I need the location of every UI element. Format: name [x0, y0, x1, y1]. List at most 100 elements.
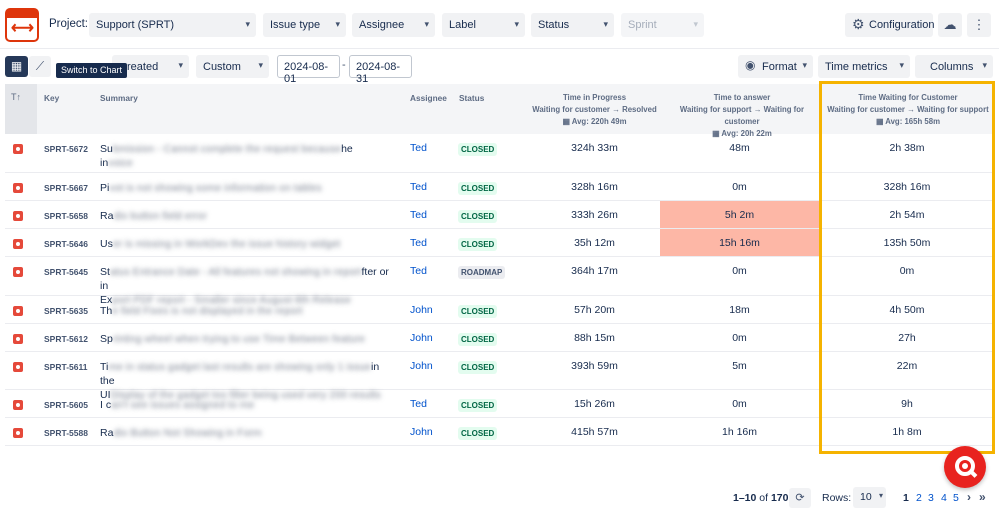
summary-text: Pi: [100, 182, 110, 194]
header-status[interactable]: Status: [459, 93, 485, 103]
issue-summary[interactable]: Time in status gadget last results are s…: [100, 360, 390, 402]
table-row[interactable]: SPRT-5667 Pivot is not showing some infor…: [5, 173, 994, 201]
configuration-button[interactable]: ⚙ Configuration: [845, 13, 934, 37]
assignee-link[interactable]: Ted: [410, 398, 427, 410]
issue-summary[interactable]: Radio Button Not Showing in Form: [100, 426, 390, 440]
header-metric-time-waiting-for-customer[interactable]: Time Waiting for Customer Waiting for cu…: [826, 92, 990, 128]
issue-key[interactable]: SPRT-5667: [44, 183, 88, 193]
metric-time-to-answer: 0m: [732, 398, 747, 410]
summary-text: I c: [100, 399, 112, 411]
help-chat-button[interactable]: [944, 446, 986, 488]
cloud-download-button[interactable]: ☁: [938, 13, 962, 37]
assignee-link[interactable]: Ted: [410, 209, 427, 221]
assignee-link[interactable]: John: [410, 360, 433, 372]
metric-average-value: Avg: 20h 22m: [721, 129, 772, 138]
header-metric-time-in-progress[interactable]: Time in Progress Waiting for customer → …: [522, 92, 667, 128]
issue-summary[interactable]: Radio button field error: [100, 209, 390, 223]
issue-summary[interactable]: I can't see issues assigned to me: [100, 398, 390, 412]
columns-label: Columns: [930, 61, 974, 73]
grid-view-button[interactable]: ▦: [5, 56, 28, 77]
chevron-down-icon: ▾: [802, 60, 807, 70]
issue-key[interactable]: SPRT-5612: [44, 334, 88, 344]
assignee-link[interactable]: John: [410, 332, 433, 344]
summary-text: Ti: [100, 361, 109, 373]
bug-icon: [13, 428, 23, 438]
chevron-down-icon: ▾: [603, 19, 608, 29]
help-icon: [955, 456, 975, 476]
table-row[interactable]: SPRT-5612 Sprinting wheel when trying to …: [5, 324, 994, 352]
assignee-link[interactable]: Ted: [410, 237, 427, 249]
refresh-button[interactable]: ⟳: [789, 488, 811, 508]
metric-time-in-progress: 333h 26m: [571, 209, 618, 221]
metric-time-waiting-for-customer: 27h: [898, 332, 916, 344]
assignee-select[interactable]: Assignee ▾: [352, 13, 435, 37]
summary-blurred-text: me in status gadget last results are sho…: [108, 361, 371, 373]
table-row[interactable]: SPRT-5635 The field Fixes is not displaye…: [5, 296, 994, 324]
summary-text: Us: [100, 238, 113, 250]
header-assignee[interactable]: Assignee: [410, 93, 447, 103]
issue-summary[interactable]: Pivot is not showing some information on…: [100, 181, 390, 195]
metric-subtitle: Waiting for customer → Waiting for suppo…: [827, 105, 989, 114]
gear-icon: ⚙: [852, 16, 865, 32]
issue-key[interactable]: SPRT-5611: [44, 362, 88, 372]
bug-icon: [13, 239, 23, 249]
issue-key[interactable]: SPRT-5658: [44, 211, 88, 221]
metric-time-waiting-for-customer: 328h 16m: [883, 181, 931, 193]
issue-key[interactable]: SPRT-5605: [44, 400, 88, 410]
table-row[interactable]: SPRT-5658 Radio button field error Ted CLOS…: [5, 201, 994, 229]
time-metrics-button[interactable]: Time metrics ▾: [818, 55, 910, 78]
sort-column-header[interactable]: T↑: [5, 84, 37, 134]
page-1[interactable]: 1: [903, 492, 909, 504]
table-row[interactable]: SPRT-5588 Radio Button Not Showing in For…: [5, 418, 994, 446]
page-4[interactable]: 4: [941, 492, 947, 504]
last-page-button[interactable]: »: [979, 490, 986, 504]
table-row[interactable]: SPRT-5611 Time in status gadget last resu…: [5, 352, 994, 401]
table-row[interactable]: SPRT-5672 Submission - Cannot complete th…: [5, 134, 994, 173]
columns-button[interactable]: Columns ▾: [915, 55, 993, 78]
bug-icon: [13, 400, 23, 410]
issue-key[interactable]: SPRT-5635: [44, 306, 88, 316]
date-from-input[interactable]: 2024-08-01: [277, 55, 340, 85]
metric-title: Time Waiting for Customer: [858, 93, 958, 102]
more-options-button[interactable]: ⋮: [967, 13, 991, 37]
metric-time-waiting-for-customer: 2h 38m: [889, 142, 925, 154]
format-button[interactable]: ◉ Format ▾: [738, 55, 813, 78]
label-select[interactable]: Label ▾: [442, 13, 525, 37]
issue-key[interactable]: SPRT-5672: [44, 144, 88, 154]
page-5[interactable]: 5: [953, 492, 959, 504]
metric-time-in-progress: 328h 16m: [571, 181, 618, 193]
date-mode-select[interactable]: Custom ▾: [196, 55, 269, 78]
issue-type-select[interactable]: Issue type ▾: [263, 13, 346, 37]
issue-key[interactable]: SPRT-5588: [44, 428, 88, 438]
status-badge: ROADMAP: [458, 266, 506, 279]
header-key[interactable]: Key: [44, 93, 60, 103]
chart-view-button[interactable]: ⟋: [29, 56, 51, 77]
issue-summary[interactable]: Submission - Cannot complete the request…: [100, 142, 390, 170]
assignee-link[interactable]: Ted: [410, 265, 427, 277]
assignee-link[interactable]: Ted: [410, 142, 427, 154]
status-select[interactable]: Status ▾: [531, 13, 614, 37]
date-to-input[interactable]: 2024-08-31: [349, 55, 412, 85]
assignee-link[interactable]: John: [410, 426, 433, 438]
assignee-link[interactable]: Ted: [410, 181, 427, 193]
date-field-select[interactable]: reated ▾: [112, 55, 189, 78]
next-page-button[interactable]: ›: [967, 490, 971, 504]
page-3[interactable]: 3: [928, 492, 934, 504]
table-row[interactable]: SPRT-5645 Status Entrance Date - All feat…: [5, 257, 994, 306]
metric-time-waiting-for-customer: 9h: [901, 398, 913, 410]
issue-summary[interactable]: The field Fixes is not displayed in the …: [100, 304, 390, 318]
rows-per-page-select[interactable]: 10 ▾: [853, 487, 886, 508]
header-summary[interactable]: Summary: [100, 93, 138, 103]
issue-summary[interactable]: User is missing in WorkDev the issue his…: [100, 237, 390, 251]
issue-summary[interactable]: Status Entrance Date - All features not …: [100, 265, 390, 307]
project-select[interactable]: Support (SPRT) ▾: [89, 13, 256, 37]
page-2[interactable]: 2: [916, 492, 922, 504]
table-row[interactable]: SPRT-5605 I can't see issues assigned to …: [5, 390, 994, 418]
assignee-link[interactable]: John: [410, 304, 433, 316]
issue-key[interactable]: SPRT-5646: [44, 239, 88, 249]
issue-key[interactable]: SPRT-5645: [44, 267, 88, 277]
bug-icon: [13, 211, 23, 221]
issue-summary[interactable]: Sprinting wheel when trying to use Time …: [100, 332, 390, 346]
table-row[interactable]: SPRT-5646 User is missing in WorkDev the …: [5, 229, 994, 257]
header-metric-time-to-answer[interactable]: Time to answer Waiting for support → Wai…: [664, 92, 820, 140]
